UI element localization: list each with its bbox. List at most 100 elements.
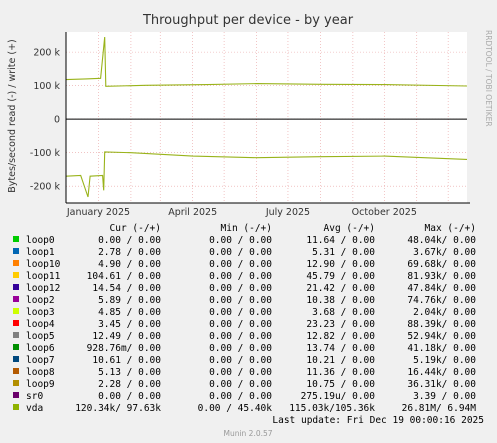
legend-max-value: 41.18k/ 0.00: [407, 343, 476, 354]
legend-cur-value: 3.45 / 0.00: [98, 319, 161, 330]
legend-min-value: 0.00 / 0.00: [209, 259, 272, 270]
legend-cur-value: 4.85 / 0.00: [98, 307, 161, 318]
legend-name: loop8: [26, 367, 55, 378]
legend-cur-value: 5.13 / 0.00: [98, 367, 161, 378]
legend-avg-value: 10.21 / 0.00: [306, 355, 375, 366]
legend-avg-value: 3.68 / 0.00: [312, 307, 375, 318]
legend-swatch: [13, 296, 19, 302]
x-tick-label: January 2025: [66, 207, 130, 218]
legend-header: Min (-/+): [221, 223, 272, 234]
chart-title: Throughput per device - by year: [142, 13, 354, 28]
legend-avg-value: 275.19u/ 0.00: [301, 391, 376, 402]
plot-area: [66, 32, 467, 203]
legend-avg-value: 11.36 / 0.00: [306, 367, 375, 378]
legend-name: loop6: [26, 343, 55, 354]
y-tick-label: 0: [54, 115, 60, 126]
legend-max-value: 81.93k/ 0.00: [407, 271, 476, 282]
legend-min-value: 0.00 / 0.00: [209, 235, 272, 246]
x-tick-label: April 2025: [168, 207, 217, 218]
x-tick-labels: January 2025 April 2025 July 2025 October 2…: [66, 207, 417, 218]
y-tick-label: 200 k: [33, 48, 60, 59]
legend-cur-value: 5.89 / 0.00: [98, 295, 161, 306]
legend-avg-value: 5.31 / 0.00: [312, 247, 375, 258]
legend-swatch: [13, 404, 19, 410]
y-axis-label: Bytes/second read (-) / write (+): [7, 39, 18, 193]
y-tick-label: -100 k: [30, 148, 61, 159]
legend-cur-value: 0.00 / 0.00: [98, 391, 161, 402]
legend-avg-value: 11.64 / 0.00: [306, 235, 375, 246]
series-layer: [65, 36, 468, 198]
y-tick-label: -200 k: [30, 182, 61, 193]
y-tick-label: 100 k: [33, 81, 60, 92]
legend-table: Cur (-/+) Min (-/+) Avg (-/+) Max (-/+) loop…: [13, 223, 476, 414]
legend-min-value: 0.00 / 0.00: [209, 283, 272, 294]
legend-min-value: 0.00 / 0.00: [209, 343, 272, 354]
legend-header: Avg (-/+): [324, 223, 375, 234]
legend-swatch: [13, 284, 19, 290]
legend-swatch: [13, 308, 19, 314]
legend-avg-value: 13.74 / 0.00: [306, 343, 375, 354]
legend-max-value: 2.04k/ 0.00: [413, 307, 476, 318]
legend-name: loop0: [26, 235, 55, 246]
legend-swatch: [13, 332, 19, 338]
legend-name: loop2: [26, 295, 55, 306]
legend-name: sr0: [26, 391, 43, 402]
legend-swatch: [13, 272, 19, 278]
legend-cur-value: 104.61 / 0.00: [87, 271, 162, 282]
legend-name: loop9: [26, 379, 55, 390]
munin-version: Munin 2.0.57: [223, 429, 272, 438]
last-update: Last update: Fri Dec 19 00:00:16 2025: [272, 415, 484, 426]
legend-cur-value: 4.90 / 0.00: [98, 259, 161, 270]
legend-min-value: 0.00 / 0.00: [209, 391, 272, 402]
legend-max-value: 74.76k/ 0.00: [407, 295, 476, 306]
x-tick-label: October 2025: [352, 207, 417, 218]
legend-min-value: 0.00 / 0.00: [209, 355, 272, 366]
x-tick-label: July 2025: [265, 207, 310, 218]
legend-name: loop3: [26, 307, 55, 318]
legend-swatch: [13, 260, 19, 266]
legend-max-value: 48.04k/ 0.00: [407, 235, 476, 246]
legend-cur-value: 2.78 / 0.00: [98, 247, 161, 258]
legend-cur-value: 10.61 / 0.00: [92, 355, 161, 366]
legend-min-value: 0.00 / 0.00: [209, 331, 272, 342]
legend-swatch: [13, 320, 19, 326]
legend-max-value: 47.84k/ 0.00: [407, 283, 476, 294]
legend-min-value: 0.00 / 0.00: [209, 379, 272, 390]
legend-swatch: [13, 392, 19, 398]
legend-swatch: [13, 236, 19, 242]
legend-max-value: 16.44k/ 0.00: [407, 367, 476, 378]
legend-header: Max (-/+): [425, 223, 476, 234]
legend-cur-value: 928.76m/ 0.00: [87, 343, 162, 354]
legend-swatch: [13, 368, 19, 374]
legend-avg-value: 115.03k/105.36k: [289, 403, 375, 414]
legend-avg-value: 12.90 / 0.00: [306, 259, 375, 270]
legend-avg-value: 21.42 / 0.00: [306, 283, 375, 294]
legend-name: vda: [26, 403, 43, 414]
legend-min-value: 0.00 / 45.40k: [198, 403, 273, 414]
legend-max-value: 3.67k/ 0.00: [413, 247, 476, 258]
legend-cur-value: 2.28 / 0.00: [98, 379, 161, 390]
legend-max-value: 26.81M/ 6.94M: [402, 403, 477, 414]
legend-avg-value: 10.38 / 0.00: [306, 295, 375, 306]
legend-max-value: 52.94k/ 0.00: [407, 331, 476, 342]
legend-swatch: [13, 344, 19, 350]
legend-name: loop1: [26, 247, 55, 258]
legend-header: Cur (-/+): [110, 223, 161, 234]
legend-name: loop10: [26, 259, 61, 270]
legend-name: loop5: [26, 331, 55, 342]
legend-swatch: [13, 356, 19, 362]
legend-min-value: 0.00 / 0.00: [209, 367, 272, 378]
legend-max-value: 88.39k/ 0.00: [407, 319, 476, 330]
legend-swatch: [13, 248, 19, 254]
series-vda-read-line: [65, 151, 468, 198]
series-vda-write-line: [65, 36, 468, 87]
legend-cur-value: 12.49 / 0.00: [92, 331, 161, 342]
legend-name: loop11: [26, 271, 61, 282]
legend-max-value: 69.68k/ 0.00: [407, 259, 476, 270]
rrdtool-side-label: RRDTOOL / TOBI OETIKER: [484, 30, 493, 127]
y-tick-labels: -200 k -100 k 0 100 k 200 k: [30, 48, 61, 193]
legend-name: loop7: [26, 355, 55, 366]
legend-max-value: 3.39 / 0.00: [413, 391, 476, 402]
legend-min-value: 0.00 / 0.00: [209, 319, 272, 330]
